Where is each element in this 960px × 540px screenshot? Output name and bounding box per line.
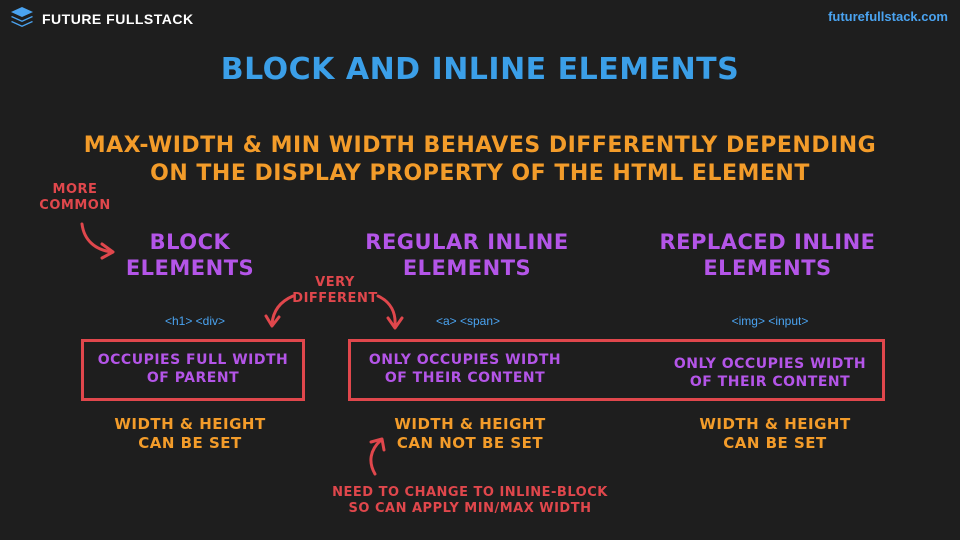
page-title: BLOCK AND INLINE ELEMENTS xyxy=(220,52,740,87)
stacked-layers-icon xyxy=(10,6,34,32)
regular-inline-size-text: WIDTH & HEIGHT CAN NOT BE SET xyxy=(370,415,570,453)
subtitle-line-2: ON THE DISPLAY PROPERTY OF THE HTML ELEM… xyxy=(150,161,810,186)
inline-box xyxy=(348,339,885,401)
note-line: NEED TO CHANGE TO INLINE-BLOCK xyxy=(332,485,608,500)
text-line: OF THEIR CONTENT xyxy=(384,370,546,386)
replaced-inline-occupies-text: ONLY OCCUPIES WIDTH OF THEIR CONTENT xyxy=(665,355,875,391)
text-line: OF THEIR CONTENT xyxy=(689,374,851,390)
text-line: CAN NOT BE SET xyxy=(396,434,544,452)
heading-line: BLOCK xyxy=(149,230,231,254)
text-line: ONLY OCCUPIES WIDTH xyxy=(368,352,562,368)
more-common-note: MORE COMMON xyxy=(30,182,120,214)
note-line: SO CAN APPLY MIN/MAX WIDTH xyxy=(348,501,592,516)
inline-block-arrow xyxy=(369,438,383,476)
text-line: WIDTH & HEIGHT xyxy=(699,415,851,433)
inline-block-arrowhead xyxy=(369,437,386,452)
text-line: CAN BE SET xyxy=(138,434,242,452)
more-common-arrow xyxy=(80,222,114,254)
inline-block-note: NEED TO CHANGE TO INLINE-BLOCK SO CAN AP… xyxy=(320,485,620,517)
text-line: OCCUPIES FULL WIDTH xyxy=(97,352,289,368)
heading-line: ELEMENTS xyxy=(703,256,832,280)
brand: FUTURE FULLSTACK xyxy=(10,6,194,32)
note-line: DIFFERENT xyxy=(292,291,378,306)
heading-line: REGULAR INLINE xyxy=(365,230,569,254)
very-different-right-arrow xyxy=(376,294,397,328)
note-line: COMMON xyxy=(39,198,111,213)
heading-line: ELEMENTS xyxy=(402,256,532,280)
very-different-note: VERY DIFFERENT xyxy=(280,275,390,307)
brand-name: FUTURE FULLSTACK xyxy=(42,11,194,27)
replaced-inline-tags: <img> <input> xyxy=(731,314,809,328)
text-line: CAN BE SET xyxy=(723,434,827,452)
very-different-left-arrow xyxy=(270,294,295,326)
replaced-inline-size-text: WIDTH & HEIGHT CAN BE SET xyxy=(680,415,870,453)
replaced-inline-heading: REPLACED INLINE ELEMENTS xyxy=(640,229,895,281)
regular-inline-occupies-text: ONLY OCCUPIES WIDTH OF THEIR CONTENT xyxy=(360,351,570,387)
heading-line: REPLACED INLINE xyxy=(659,230,876,254)
more-common-arrowhead xyxy=(100,242,115,260)
text-line: WIDTH & HEIGHT xyxy=(114,415,266,433)
text-line: OF PARENT xyxy=(146,370,240,386)
text-line: ONLY OCCUPIES WIDTH xyxy=(673,356,867,372)
block-box xyxy=(81,339,305,401)
heading-line: ELEMENTS xyxy=(125,256,255,280)
regular-inline-heading: REGULAR INLINE ELEMENTS xyxy=(342,229,592,281)
block-size-text: WIDTH & HEIGHT CAN BE SET xyxy=(95,415,285,453)
block-elements-heading: BLOCK ELEMENTS xyxy=(95,229,285,281)
note-line: MORE xyxy=(52,182,98,197)
very-different-right-arrowhead xyxy=(386,316,404,330)
block-tags: <h1> <div> xyxy=(164,314,226,328)
note-line: VERY xyxy=(315,275,355,290)
subtitle-line-1: MAX-WIDTH & MIN WIDTH BEHAVES DIFFERENTL… xyxy=(83,133,877,158)
very-different-left-arrowhead xyxy=(264,314,281,328)
site-url[interactable]: futurefullstack.com xyxy=(828,9,948,24)
text-line: WIDTH & HEIGHT xyxy=(394,415,546,433)
block-occupies-text: OCCUPIES FULL WIDTH OF PARENT xyxy=(90,351,296,387)
regular-inline-tags: <a> <span> xyxy=(435,314,501,328)
